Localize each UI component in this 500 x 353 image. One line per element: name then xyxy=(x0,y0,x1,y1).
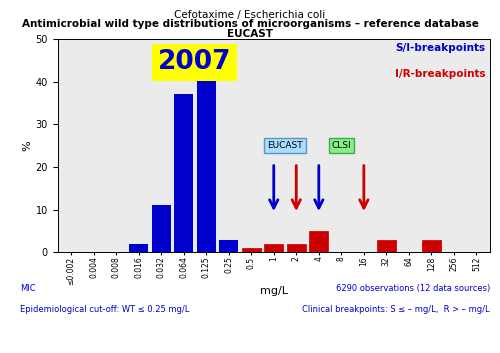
Bar xyxy=(152,205,171,252)
Text: CLSI: CLSI xyxy=(332,141,351,150)
Text: Antimicrobial wild type distributions of microorganisms – reference database: Antimicrobial wild type distributions of… xyxy=(22,19,478,29)
Bar xyxy=(309,231,328,252)
Bar xyxy=(196,77,216,252)
Text: 2007: 2007 xyxy=(158,49,232,75)
Text: Clinical breakpoints: S ≤ – mg/L,  R > – mg/L: Clinical breakpoints: S ≤ – mg/L, R > – … xyxy=(302,305,490,314)
X-axis label: mg/L: mg/L xyxy=(260,286,288,296)
Text: 6290 observations (12 data sources): 6290 observations (12 data sources) xyxy=(336,284,490,293)
Bar xyxy=(242,248,261,252)
Bar xyxy=(264,244,283,252)
Y-axis label: %: % xyxy=(22,140,32,151)
Text: EUCAST: EUCAST xyxy=(227,29,273,39)
Text: I/R-breakpoints: I/R-breakpoints xyxy=(395,69,486,79)
Text: Epidemiological cut-off: WT ≤ 0.25 mg/L: Epidemiological cut-off: WT ≤ 0.25 mg/L xyxy=(20,305,190,314)
Bar xyxy=(377,240,396,252)
Text: MIC: MIC xyxy=(20,284,36,293)
Bar xyxy=(422,240,441,252)
Bar xyxy=(219,240,238,252)
Text: EUCAST: EUCAST xyxy=(267,141,303,150)
Bar xyxy=(129,244,148,252)
Bar xyxy=(174,94,193,252)
Bar xyxy=(286,244,306,252)
Text: Cefotaxime / Escherichia coli: Cefotaxime / Escherichia coli xyxy=(174,10,326,20)
Text: S/I-breakpoints: S/I-breakpoints xyxy=(396,43,486,53)
